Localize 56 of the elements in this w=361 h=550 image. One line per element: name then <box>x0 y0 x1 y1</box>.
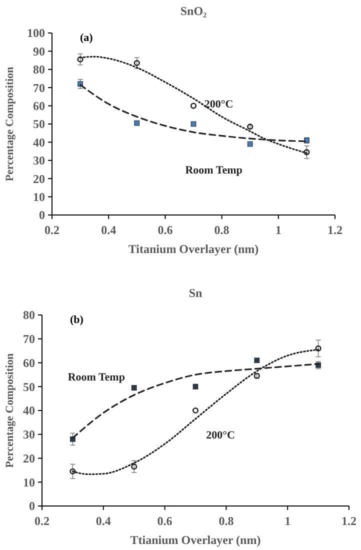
y-tick-label: 60 <box>33 99 45 113</box>
point <box>192 407 199 414</box>
series-label: 200°C <box>206 430 235 442</box>
point <box>315 345 322 352</box>
point <box>190 102 197 109</box>
chart-title: Sn <box>188 286 202 300</box>
x-tick-label: 0.8 <box>214 223 230 237</box>
y-tick-label: 30 <box>23 428 35 442</box>
point <box>134 60 140 66</box>
x-tick-label: 0.6 <box>157 514 172 528</box>
y-tick-label: 30 <box>33 154 45 168</box>
point <box>254 358 260 364</box>
x-tick-label: 1.2 <box>342 514 356 528</box>
x-tick-label: 1 <box>275 223 282 237</box>
y-tick-label: 10 <box>33 190 45 204</box>
y-tick-label: 50 <box>23 380 35 394</box>
y-tick-label: 100 <box>27 26 45 40</box>
y-tick-label: 70 <box>23 332 35 346</box>
text: Room Temp <box>185 164 242 177</box>
point <box>190 121 196 127</box>
y-tick-label: 40 <box>23 404 35 418</box>
y-tick-label: 60 <box>23 356 35 370</box>
y-tick-label: 50 <box>33 117 45 132</box>
x-tick-label: 1.2 <box>328 223 342 237</box>
y-tick-label: 90 <box>33 44 45 58</box>
x-tick-label: 0.4 <box>101 223 116 237</box>
annotation: (a) <box>80 32 94 44</box>
y-tick-label: 0 <box>29 499 35 514</box>
y-tick-label: 80 <box>33 62 45 77</box>
series-label: Room Temp <box>68 372 125 384</box>
point <box>247 141 253 147</box>
y-tick-label: 80 <box>23 308 35 322</box>
x-tick-label: 1 <box>284 514 291 528</box>
y-tick-label: 10 <box>23 475 35 490</box>
point <box>70 468 76 474</box>
x-axis-title: Titanium Overlayer (nm) <box>128 242 259 256</box>
y-tick-label: 40 <box>33 135 45 150</box>
y-axis-title: Percentage Composition <box>4 66 16 182</box>
y-axis-title: Percentage Composition <box>4 353 16 468</box>
chart-title: SnO₂ <box>180 4 208 18</box>
x-tick-label: 0.6 <box>158 223 173 237</box>
x-tick-label: 0.2 <box>44 223 60 237</box>
y-tick-label: 0 <box>39 208 45 222</box>
x-tick-label: 0.8 <box>218 514 234 528</box>
point <box>134 120 140 126</box>
point <box>131 464 138 470</box>
point <box>77 56 84 62</box>
x-tick-label: 0.4 <box>96 514 111 528</box>
y-tick-label: 20 <box>23 451 35 466</box>
y-tick-label: 20 <box>33 172 45 186</box>
x-tick-label: 0.2 <box>34 514 50 528</box>
point <box>304 149 310 156</box>
annotation: (b) <box>70 314 84 326</box>
x-axis-title: Ttianium Overlayer (nm) <box>130 533 261 547</box>
y-tick-label: 70 <box>33 80 45 95</box>
series-label: 200°C <box>204 98 234 111</box>
